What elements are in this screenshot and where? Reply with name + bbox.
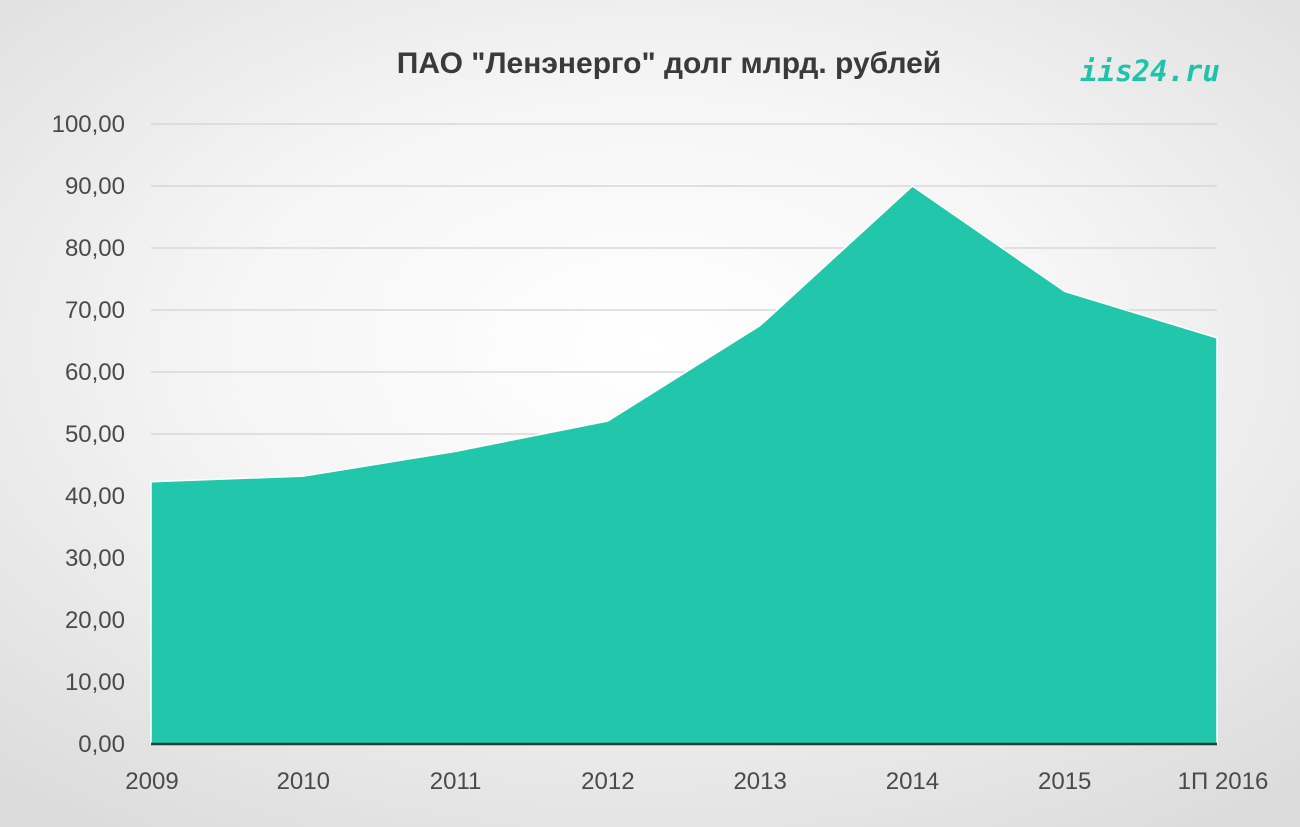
y-tick-label: 90,00 bbox=[65, 173, 125, 200]
x-tick-label: 2015 bbox=[1038, 768, 1091, 795]
y-tick-label: 30,00 bbox=[65, 545, 125, 572]
x-tick-label: 1П 2016 bbox=[1178, 768, 1269, 795]
y-tick-label: 60,00 bbox=[65, 359, 125, 386]
y-tick-label: 20,00 bbox=[65, 607, 125, 634]
x-tick-label: 2009 bbox=[125, 768, 178, 795]
x-tick-label: 2011 bbox=[430, 768, 482, 795]
chart-title: ПАО "Ленэнерго" долг млрд. рублей bbox=[397, 47, 942, 80]
y-tick-label: 80,00 bbox=[65, 235, 125, 262]
y-tick-label: 100,00 bbox=[52, 111, 125, 138]
x-tick-label: 2012 bbox=[581, 768, 634, 795]
y-tick-label: 40,00 bbox=[65, 483, 125, 510]
y-axis-ticks: 0,00 10,00 20,00 30,00 40,00 50,00 60,00 70,00 8… bbox=[52, 111, 125, 758]
watermark-logo: iis24.ru bbox=[1080, 54, 1220, 88]
y-tick-label: 10,00 bbox=[65, 669, 125, 696]
x-tick-label: 2013 bbox=[733, 768, 786, 795]
y-tick-label: 70,00 bbox=[65, 297, 125, 324]
area-fill bbox=[150, 185, 1218, 745]
y-tick-label: 50,00 bbox=[65, 421, 125, 448]
x-tick-label: 2014 bbox=[886, 768, 939, 795]
y-tick-label: 0,00 bbox=[78, 731, 125, 758]
x-axis-ticks: 2009 2010 2011 2012 2013 2014 2015 1П 2016 bbox=[125, 768, 1268, 795]
area-series bbox=[150, 185, 1218, 746]
x-tick-label: 2010 bbox=[277, 768, 330, 795]
